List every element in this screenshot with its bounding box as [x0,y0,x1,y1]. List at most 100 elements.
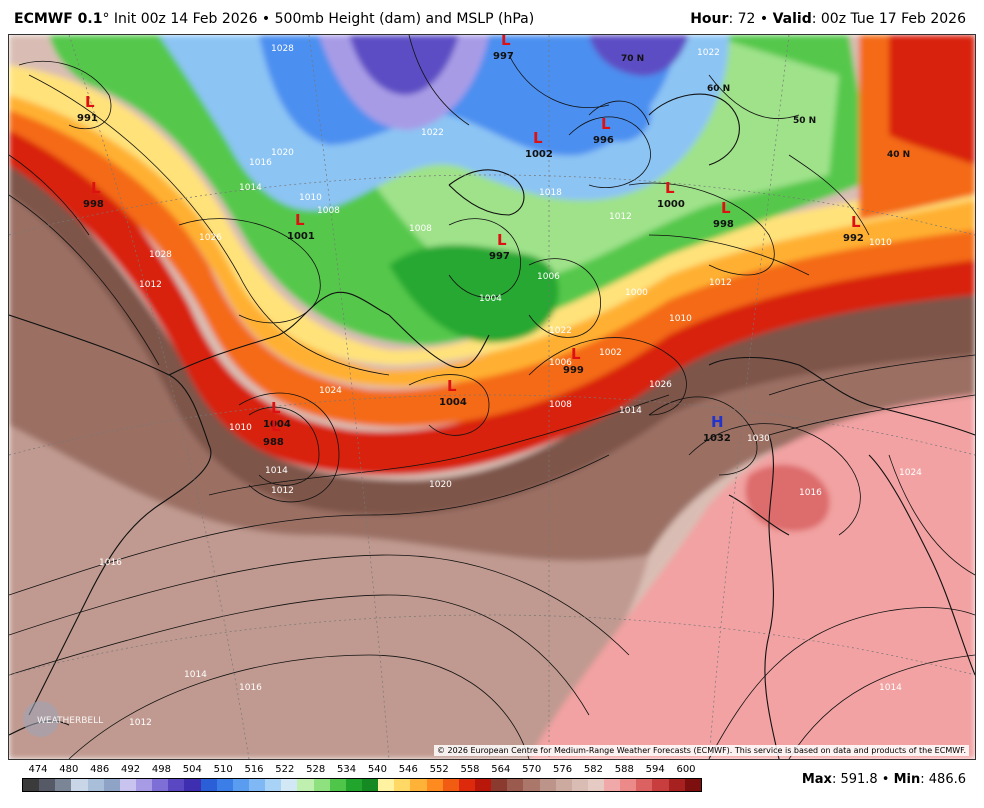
isobar-label: 1000 [625,288,648,298]
coastline [868,454,975,676]
weatherbell-logo: WEATHERBELL [19,697,109,741]
colorbar-swatch [458,779,475,791]
isobar-label: 1006 [549,358,572,368]
colorbar-tick-label: 540 [367,764,387,775]
isobar-label: 1012 [139,280,162,290]
colorbar-swatch [248,779,266,791]
high-pressure-value: 1032 [703,433,731,444]
colorbar-tick-label: 474 [28,764,48,775]
isobar-line [9,454,610,596]
valid-time: Hour: 72 • Valid: 00z Tue 17 Feb 2026 [690,11,966,27]
low-pressure-letter: L [85,93,95,111]
low-pressure-letter: L [271,399,281,417]
isobar-label: 1026 [649,380,672,390]
logo-text: WEATHERBELL [37,716,103,726]
colorbar-swatch [571,779,588,791]
isobar-line [768,394,975,436]
header: ECMWF 0.1° Init 00z 14 Feb 2026 • 500mb … [0,0,984,34]
height-fill-purple [349,35,459,95]
colorbar-tick-label: 534 [337,764,357,775]
low-pressure-value: 991 [77,113,98,124]
colorbar-swatch [426,779,443,791]
height-fill-pink-dark [745,464,830,532]
coastline [9,314,212,716]
isobar-line [9,554,630,656]
isobar-label: 1008 [549,400,572,410]
isobar-label: 1006 [537,272,560,282]
low-pressure-value: 1001 [287,231,315,242]
isobar-label: 1008 [409,224,432,234]
coastline [648,93,740,166]
isobar-label: 1010 [229,423,252,433]
isobar-line [508,54,610,108]
isobar-line [408,35,470,126]
isobar-label: 1018 [539,188,562,198]
chart-title: ECMWF 0.1° Init 00z 14 Feb 2026 • 500mb … [14,11,534,27]
colorbar-swatch [200,779,217,791]
low-pressure-value: 997 [493,51,514,62]
height-fill-layer [9,35,975,759]
graticule-line [9,174,975,236]
isobar-line [708,607,975,759]
colorbar-swatch [103,779,120,791]
copyright-credit: © 2026 European Centre for Medium-Range … [434,745,969,756]
colorbar-tick-label: 576 [553,764,573,775]
height-fill-red-east [889,35,975,165]
low-pressure-letter: L [571,345,581,363]
low-pressure-value: 992 [843,233,864,244]
coastline [448,169,525,216]
colorbar-tick-label: 552 [429,764,449,775]
isobar-label: 1022 [421,128,444,138]
low-pressure-letter: L [721,199,731,217]
colorbar-swatch [523,779,540,791]
isobar-label: 1024 [319,386,342,396]
low-pressure-value: 1000 [657,199,685,210]
low-pressure-value: 1004 [263,419,291,430]
low-pressure-value: 988 [263,437,284,448]
isobar-label: 1014 [184,670,207,680]
colorbar-tick-label: 600 [676,764,696,775]
low-pressure-letter: L [497,231,507,249]
colorbar-swatch [135,779,153,791]
height-fill-pink [529,395,975,759]
colorbar-tick-label: 516 [244,764,264,775]
isobar-label: 1012 [271,486,294,496]
colorbar-tick-label: 522 [275,764,295,775]
isobar-label: 1014 [265,466,288,476]
isobar-label: 1028 [149,250,172,260]
valid-label: Valid [772,11,812,27]
colorbar-swatch [87,779,104,791]
colorbar-ticks: 474 480 486 492 498 504 510 516 522 528 534 540 546 5… [22,764,702,778]
low-pressure-value: 1004 [439,397,467,408]
isobar-label: 1012 [709,278,732,288]
colorbar-tick-label: 588 [614,764,634,775]
low-pressure-letter: L [447,377,457,395]
colorbar-tick-label: 510 [213,764,233,775]
colorbar [22,778,702,792]
low-pressure-letter: L [533,129,543,147]
colorbar-swatch [555,779,572,791]
height-fill-blue-core [569,75,651,142]
colorbar-swatch [442,779,459,791]
colorbar-swatch [394,779,411,791]
colorbar-swatch [684,779,701,791]
pressure-center-layer: L 991 L 998 L 1001 L 997 L 997 L 1002 L 996 L 1000 L 998 L… [77,35,864,448]
colorbar-tick-label: 486 [90,764,110,775]
coastline [708,356,975,436]
graticule-line [9,394,975,456]
colorbar-swatch [119,779,136,791]
low-pressure-value: 998 [713,219,734,230]
isobar-label: 1008 [317,206,340,216]
max-min-readout: Max: 591.8 • Min: 486.6 [802,772,966,787]
isobar-label: 1020 [271,148,294,158]
latitude-label: 50 N [793,116,816,126]
isobar-line [68,654,530,759]
colorbar-swatch [345,779,362,791]
isobar-label-layer: 1028102210201016101410101008100810061004… [99,44,922,728]
colorbar-tick-label: 546 [398,764,418,775]
graticule-line [9,614,975,676]
colorbar-swatch [652,779,669,791]
hour-value: : 72 • [728,11,773,27]
colorbar-swatch [23,779,40,791]
isobar-label: 1020 [429,480,452,490]
